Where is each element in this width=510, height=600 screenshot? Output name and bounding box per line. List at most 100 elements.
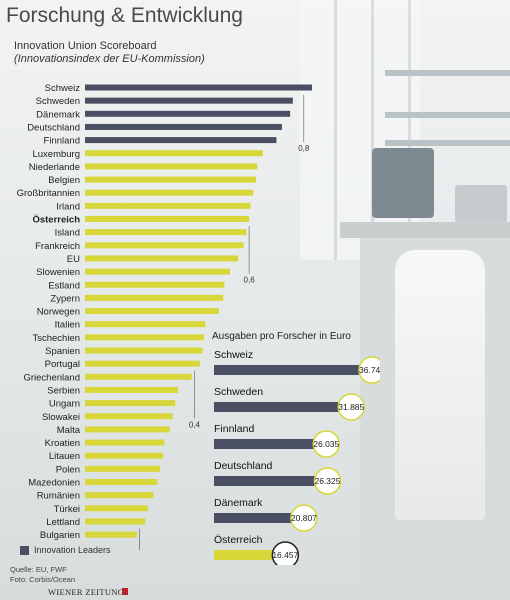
bar bbox=[85, 150, 263, 157]
publisher-logo-mark bbox=[122, 588, 128, 595]
category-label: Großbritannien bbox=[17, 188, 80, 199]
category-label: EU bbox=[67, 254, 80, 265]
category-label: Polen bbox=[56, 464, 80, 475]
bar bbox=[85, 255, 239, 262]
category-label: Bulgarien bbox=[40, 530, 80, 541]
category-label: Frankreich bbox=[35, 241, 80, 252]
bar bbox=[214, 550, 285, 560]
x-tick-label: 0,8 bbox=[298, 144, 310, 153]
chart-subtitle-note: (Innovationsindex der EU-Kommission) bbox=[14, 53, 205, 65]
bar bbox=[85, 400, 176, 407]
value-badge bbox=[290, 504, 318, 532]
bar bbox=[85, 268, 230, 275]
category-label: Dänemark bbox=[36, 109, 80, 120]
source-note: Quelle: EU, FWF Foto: Corbis/Ocean bbox=[10, 565, 75, 585]
bar bbox=[85, 426, 170, 433]
bar bbox=[85, 347, 203, 354]
category-label: Schweden bbox=[214, 386, 263, 398]
bar bbox=[214, 476, 327, 486]
bar bbox=[85, 294, 224, 301]
bar bbox=[85, 176, 256, 183]
spending-per-researcher-chart: Ausgaben pro Forscher in Euro Schweiz 36.7… bbox=[212, 331, 380, 565]
chart-subtitle: Innovation Union Scoreboard bbox=[14, 40, 157, 52]
bar bbox=[85, 360, 200, 367]
category-label: Österreich bbox=[214, 534, 263, 546]
category-label: Dänemark bbox=[214, 497, 263, 509]
category-label: Ungarn bbox=[49, 399, 80, 410]
category-label: Irland bbox=[56, 201, 80, 212]
bar bbox=[85, 281, 225, 288]
page-title: Forschung & Entwicklung bbox=[6, 4, 243, 27]
bar bbox=[85, 216, 250, 222]
bar bbox=[85, 373, 192, 380]
right-chart-title: Ausgaben pro Forscher in Euro bbox=[212, 331, 351, 342]
category-label: Finnland bbox=[44, 136, 80, 147]
value-label: 16.457 bbox=[272, 550, 298, 560]
bar bbox=[85, 189, 254, 196]
legend-swatch bbox=[20, 545, 29, 555]
category-label: Griechenland bbox=[23, 372, 80, 383]
innovation-index-chart: 0,20,40,60,8SchweizSchwedenDänemarkDeuts… bbox=[17, 83, 312, 550]
bar bbox=[85, 334, 204, 341]
bar bbox=[85, 452, 163, 459]
category-label: Österreich bbox=[32, 215, 80, 226]
bar bbox=[85, 137, 277, 144]
bar bbox=[85, 505, 148, 512]
source-line: Quelle: EU, FWF bbox=[10, 565, 67, 574]
bar bbox=[214, 402, 351, 412]
category-label: Island bbox=[55, 228, 80, 239]
value-label: 26.325 bbox=[314, 476, 340, 486]
category-label: Serbien bbox=[47, 385, 80, 396]
category-label: Italien bbox=[55, 320, 80, 331]
bar bbox=[85, 492, 154, 499]
bar bbox=[85, 479, 158, 485]
legend-label: Innovation Leaders bbox=[34, 545, 111, 555]
category-label: Spanien bbox=[45, 346, 80, 357]
bar bbox=[214, 439, 326, 449]
category-label: Türkei bbox=[54, 504, 80, 515]
bar bbox=[85, 531, 137, 538]
bar bbox=[85, 413, 173, 420]
bar bbox=[85, 518, 146, 525]
category-label: Slowakei bbox=[42, 412, 80, 423]
category-label: Zypern bbox=[50, 293, 80, 304]
value-label: 36.740 bbox=[359, 365, 380, 375]
value-badge bbox=[358, 356, 380, 384]
bar bbox=[85, 386, 178, 393]
category-label: Luxemburg bbox=[32, 149, 80, 160]
bar bbox=[85, 465, 161, 472]
value-badge bbox=[312, 430, 341, 458]
category-label: Finnland bbox=[214, 423, 254, 435]
category-label: Kroatien bbox=[45, 438, 80, 449]
bar bbox=[85, 97, 293, 104]
value-badge bbox=[271, 541, 300, 565]
bar bbox=[85, 242, 244, 249]
category-label: Belgien bbox=[48, 175, 80, 186]
category-label: Niederlande bbox=[29, 162, 80, 173]
x-tick-label: 0,4 bbox=[189, 420, 201, 429]
bar bbox=[85, 229, 247, 236]
bar bbox=[214, 365, 371, 375]
bar bbox=[85, 202, 251, 209]
category-label: Schweden bbox=[36, 96, 80, 107]
bar bbox=[85, 110, 291, 117]
category-label: Slowenien bbox=[36, 267, 80, 278]
category-label: Schweiz bbox=[214, 349, 253, 361]
bar bbox=[85, 321, 206, 328]
photo-credit: Foto: Corbis/Ocean bbox=[10, 575, 76, 584]
category-label: Litauen bbox=[49, 451, 80, 462]
bar bbox=[85, 308, 220, 315]
category-label: Deutschland bbox=[214, 460, 273, 472]
value-label: 31.885 bbox=[338, 402, 364, 412]
value-badge bbox=[313, 467, 342, 495]
category-label: Malta bbox=[57, 425, 81, 436]
value-badge bbox=[337, 393, 366, 421]
category-label: Norwegen bbox=[37, 307, 80, 318]
bar bbox=[85, 84, 312, 91]
bar bbox=[214, 513, 303, 523]
category-label: Schweiz bbox=[45, 83, 81, 94]
chart-legend: Innovation Leaders bbox=[20, 545, 111, 555]
category-label: Lettland bbox=[46, 517, 80, 528]
bar bbox=[85, 163, 258, 170]
bar bbox=[85, 123, 282, 130]
